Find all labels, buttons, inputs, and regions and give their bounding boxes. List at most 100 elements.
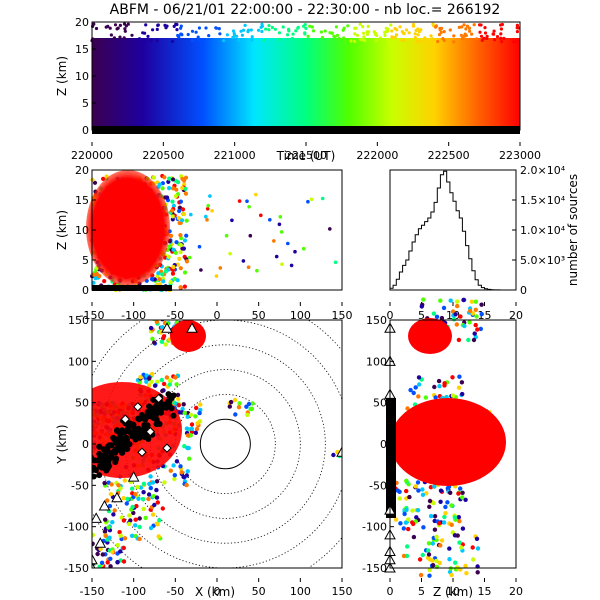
source-point (457, 519, 462, 524)
source-point (130, 504, 135, 510)
y-tick-label: 5 (82, 97, 89, 110)
source-point (153, 311, 157, 315)
histogram-ylabel: number of sources (566, 174, 580, 286)
time-height-x-ticks: 220000 220500 221000 221500 222000 222500 2230… (71, 142, 541, 162)
source-point (401, 553, 407, 559)
source-point (432, 384, 437, 390)
source-point (180, 185, 185, 191)
x-tick-label: 20 (509, 585, 523, 598)
source-point (361, 25, 365, 29)
source-point (183, 186, 188, 191)
source-point (186, 445, 191, 451)
source-point (431, 22, 435, 26)
source-point (222, 39, 226, 43)
source-point (156, 534, 161, 539)
source-point (233, 33, 237, 38)
source-point (437, 560, 442, 566)
source-point (439, 315, 445, 321)
source-point (204, 214, 208, 219)
source-point (434, 558, 439, 564)
source-point (449, 503, 454, 508)
source-point (455, 303, 460, 309)
source-point (262, 38, 266, 42)
source-point (204, 26, 208, 30)
y-tick-label: 20 (75, 16, 89, 29)
source-point (455, 533, 460, 538)
source-point (150, 512, 156, 517)
source-point (310, 25, 314, 29)
source-point (149, 39, 153, 43)
source-point (148, 485, 153, 491)
source-point (140, 426, 146, 433)
source-point (438, 298, 443, 303)
source-point (198, 38, 202, 42)
source-point (174, 187, 179, 192)
source-point (111, 512, 116, 517)
source-point (267, 28, 271, 32)
source-point (173, 250, 178, 255)
source-point (162, 480, 167, 485)
source-point (154, 521, 160, 526)
source-point (119, 449, 126, 456)
source-point (420, 492, 426, 497)
source-point (184, 233, 189, 238)
source-point (194, 426, 200, 432)
source-point (257, 28, 261, 32)
source-point (152, 310, 156, 314)
source-point (246, 265, 251, 270)
source-point (451, 317, 457, 322)
source-point (121, 496, 126, 501)
source-point (101, 176, 106, 181)
x-tick-label: 150 (332, 309, 353, 322)
source-point (463, 497, 468, 502)
source-point (437, 521, 442, 526)
source-point (328, 227, 332, 231)
source-point (114, 427, 121, 434)
source-point (395, 28, 399, 32)
source-point (475, 546, 481, 551)
source-point (239, 29, 243, 33)
source-point (244, 404, 249, 409)
source-point (401, 38, 405, 42)
source-point (448, 490, 453, 495)
source-point (141, 506, 146, 512)
source-point (144, 409, 151, 415)
source-point (352, 39, 357, 44)
source-point (146, 496, 151, 502)
source-point (391, 36, 395, 40)
diamond-reference-marker (145, 426, 156, 437)
source-point (100, 552, 106, 557)
source-point (136, 496, 141, 501)
source-point (119, 536, 124, 542)
source-point (264, 27, 268, 31)
source-point (197, 244, 202, 249)
source-point (172, 473, 177, 478)
source-point (479, 34, 484, 38)
source-point (277, 31, 282, 35)
source-point (170, 412, 177, 419)
source-point (447, 557, 452, 562)
y-tick-label: -100 (64, 521, 89, 534)
source-point (296, 26, 300, 30)
source-point (149, 311, 153, 315)
range-ring (174, 393, 276, 494)
source-point (100, 459, 107, 466)
source-point (452, 34, 456, 38)
source-point (151, 313, 155, 317)
source-point (406, 526, 411, 532)
source-point (118, 35, 122, 39)
source-point (478, 326, 483, 332)
source-point (118, 486, 123, 491)
x-tick-label: 5 (418, 309, 425, 322)
y-tick-label: 2.0×10⁴ (520, 164, 566, 177)
source-point (99, 560, 105, 565)
source-point (404, 488, 409, 494)
x-tick-label: 0 (387, 309, 394, 322)
source-point (141, 31, 145, 35)
source-point (185, 469, 190, 474)
source-point (466, 337, 471, 343)
source-point (411, 24, 416, 28)
source-point (333, 35, 337, 39)
height-y-ground-bar (386, 398, 396, 518)
